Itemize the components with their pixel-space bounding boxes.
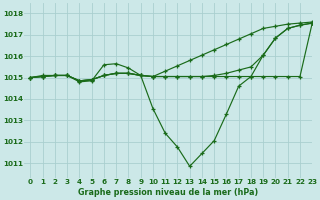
- X-axis label: Graphe pression niveau de la mer (hPa): Graphe pression niveau de la mer (hPa): [78, 188, 258, 197]
